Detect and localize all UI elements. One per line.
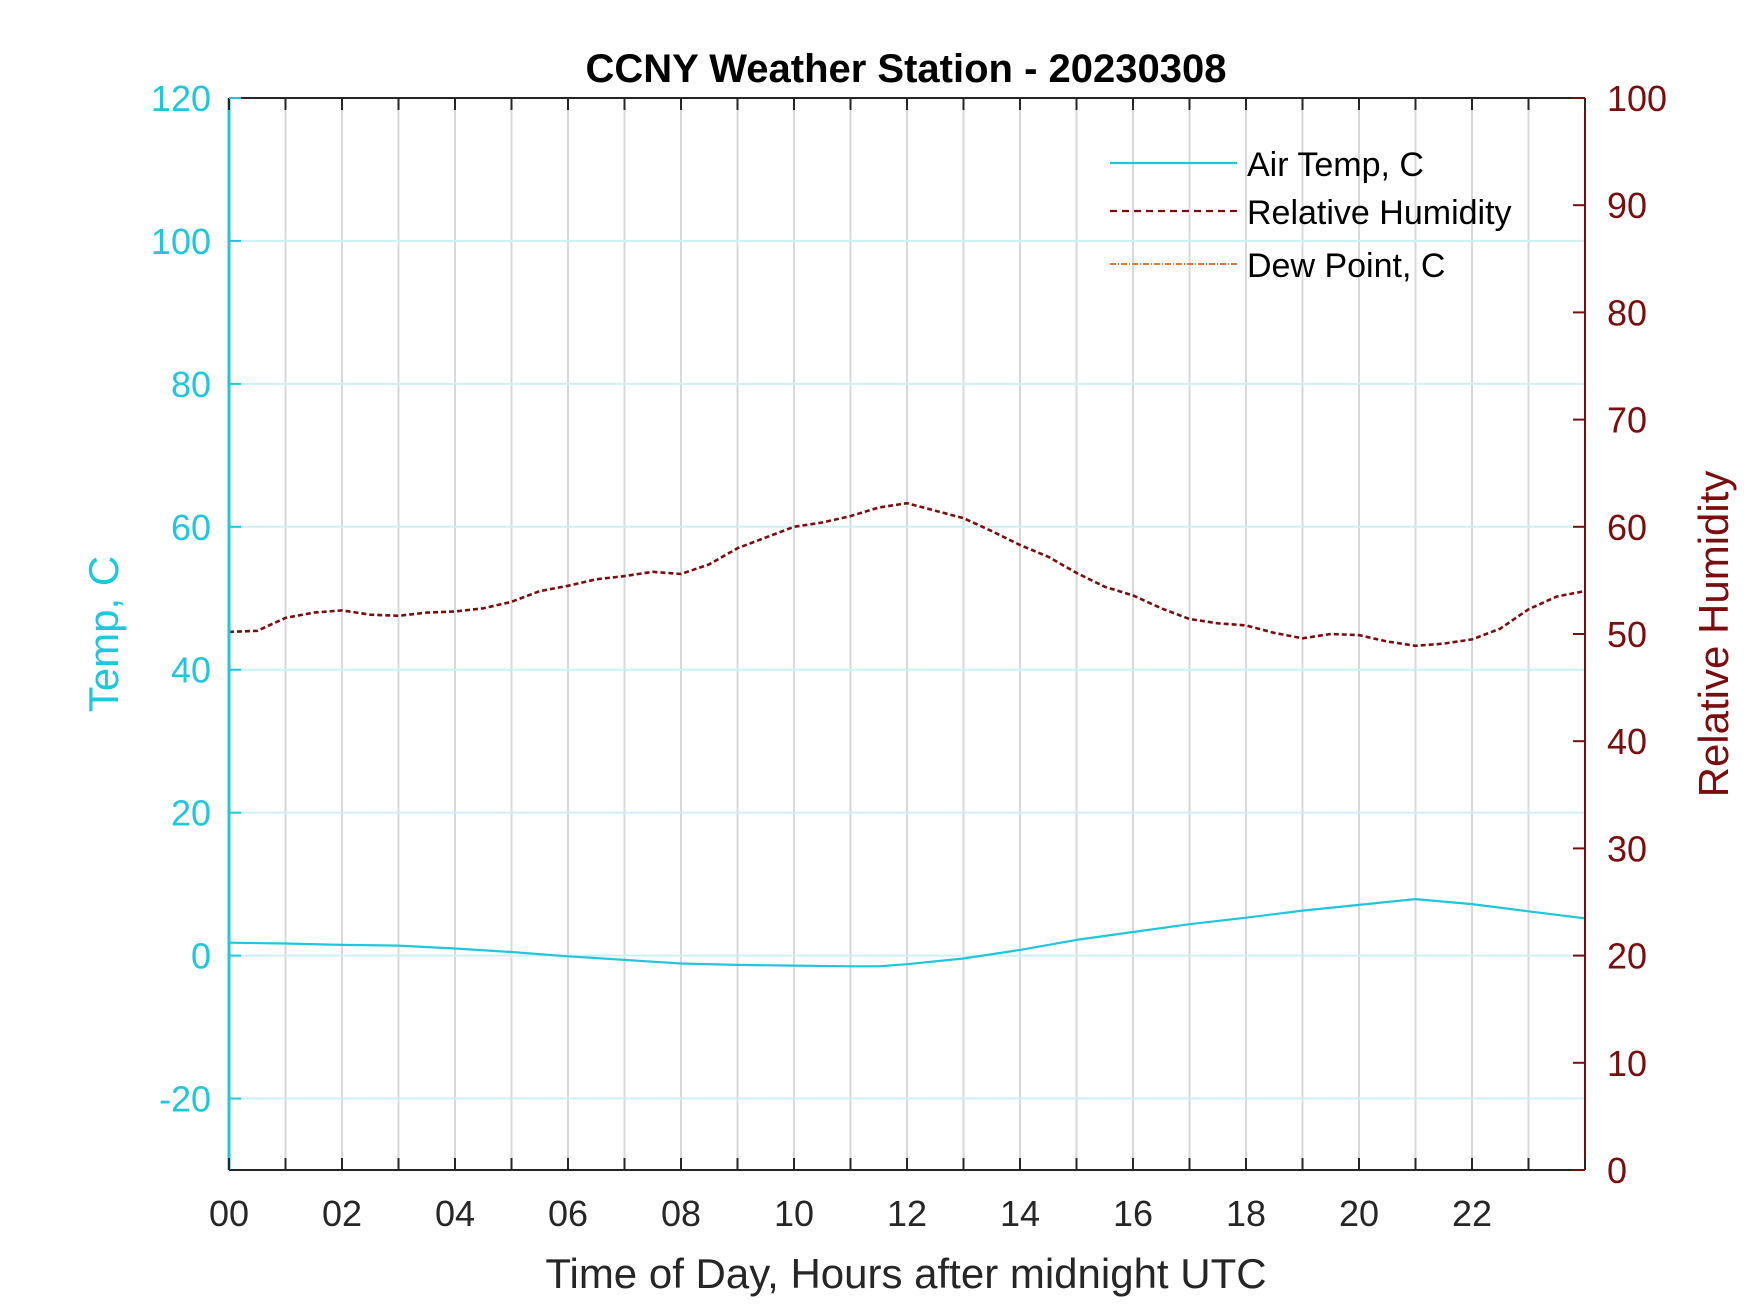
legend: Air Temp, C Relative Humidity Dew Point,… [1110, 146, 1512, 285]
x-tick-label: 00 [209, 1193, 249, 1234]
axes [227, 97, 1586, 1171]
y-right-tick-label: 60 [1607, 507, 1647, 548]
chart-title: CCNY Weather Station - 20230308 [586, 47, 1227, 91]
x-tick-label: 04 [435, 1193, 475, 1234]
y-left-tick-label: 40 [171, 650, 211, 691]
legend-label-air-temp: Air Temp, C [1247, 146, 1424, 184]
y-right-tick-label: 90 [1607, 185, 1647, 226]
x-tick-label: 18 [1226, 1193, 1266, 1234]
y-left-tick-label: -20 [159, 1079, 211, 1120]
y-right-tick-label: 80 [1607, 292, 1647, 333]
x-tick-label: 02 [322, 1193, 362, 1234]
y-right-tick-label: 50 [1607, 614, 1647, 655]
x-axis-label: Time of Day, Hours after midnight UTC [545, 1250, 1266, 1297]
grid [229, 98, 1585, 1170]
x-tick-label: 14 [1000, 1193, 1040, 1234]
legend-label-dew-point: Dew Point, C [1247, 247, 1445, 285]
x-tick-label: 10 [774, 1193, 814, 1234]
y-right-tick-label: 30 [1607, 828, 1647, 869]
y-right-tick-label: 20 [1607, 936, 1647, 977]
series-line-air-temp-c [228, 898, 1586, 968]
x-tick-label: 06 [548, 1193, 588, 1234]
legend-label-relative-humidity: Relative Humidity [1247, 194, 1512, 232]
y-axis-right-label: Relative Humidity [1690, 471, 1737, 798]
tick-labels: 00 02 04 06 08 10 12 14 16 18 20 22-200204060801001… [151, 78, 1667, 1234]
y-left-tick-label: 80 [171, 364, 211, 405]
series-layer [228, 501, 1586, 968]
x-tick-label: 12 [887, 1193, 927, 1234]
y-left-tick-label: 20 [171, 793, 211, 834]
series-line-relative-humidity [228, 501, 1586, 648]
y-left-tick-label: 100 [151, 221, 211, 262]
y-right-tick-label: 100 [1607, 78, 1667, 119]
x-tick-label: 08 [661, 1193, 701, 1234]
x-tick-label: 22 [1452, 1193, 1492, 1234]
x-tick-label: 20 [1339, 1193, 1379, 1234]
y-left-tick-label: 120 [151, 78, 211, 119]
y-axis-left-label: Temp, C [80, 556, 127, 712]
y-right-tick-label: 0 [1607, 1150, 1627, 1191]
y-right-tick-label: 70 [1607, 400, 1647, 441]
y-right-tick-label: 10 [1607, 1043, 1647, 1084]
y-right-tick-label: 40 [1607, 721, 1647, 762]
y-left-tick-label: 0 [191, 936, 211, 977]
x-tick-label: 16 [1113, 1193, 1153, 1234]
y-left-tick-label: 60 [171, 507, 211, 548]
